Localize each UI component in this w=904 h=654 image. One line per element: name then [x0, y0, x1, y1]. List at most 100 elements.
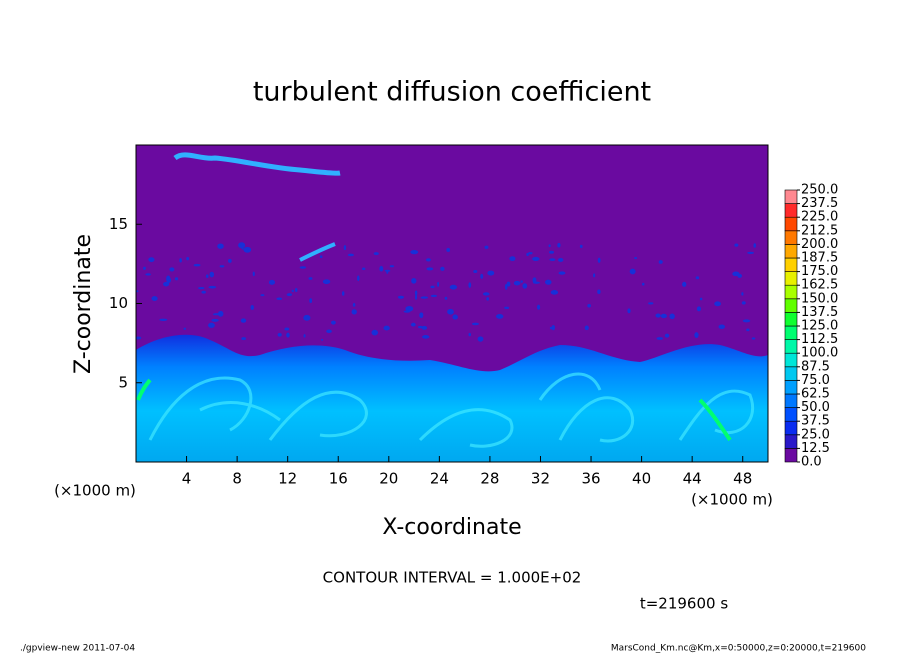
eddy: [656, 337, 664, 340]
eddy: [371, 329, 379, 336]
x-tick-label: 24: [430, 470, 449, 488]
eddy: [695, 276, 700, 280]
colorbar-box: [784, 420, 798, 436]
eddy: [373, 252, 379, 256]
eddy: [468, 282, 472, 288]
eddy: [208, 322, 215, 328]
colorbar-label: 137.5: [801, 305, 838, 320]
eddy: [217, 243, 224, 249]
x-axis-label: X-coordinate: [382, 515, 521, 540]
eddy: [219, 265, 225, 268]
eddy: [549, 250, 554, 254]
colorbar-label: 150.0: [801, 291, 838, 306]
eddy: [197, 286, 205, 290]
eddy: [437, 281, 440, 287]
y-axis-label: Z-coordinate: [71, 234, 96, 374]
eddy: [343, 245, 347, 251]
eddy: [326, 329, 332, 334]
eddy: [163, 281, 170, 287]
eddy: [741, 292, 744, 296]
eddy: [627, 308, 631, 314]
colorbar-label: 212.5: [801, 223, 838, 238]
eddy: [532, 256, 540, 261]
colorbar-label: 25.0: [801, 427, 830, 442]
eddy: [405, 305, 414, 312]
contour-interval: CONTOUR INTERVAL = 1.000E+02: [323, 569, 582, 587]
eddy: [361, 267, 366, 271]
footer-left: ./gpview-new 2011-07-04: [20, 644, 135, 654]
eddy: [446, 247, 451, 252]
time-label: t=219600 s: [640, 595, 728, 613]
eddy: [449, 284, 458, 290]
x-tick-label: 40: [632, 470, 651, 488]
eddy: [718, 324, 726, 330]
eddy: [506, 281, 511, 287]
colorbar-box: [784, 325, 798, 340]
eddy: [174, 277, 179, 281]
colorbar-label: 62.5: [801, 387, 830, 402]
eddy: [732, 271, 740, 277]
small-eddies: [136, 242, 757, 342]
colorbar-box: [784, 312, 798, 327]
eddy: [526, 252, 529, 257]
swirls: [148, 372, 755, 448]
x-tick-label: 8: [232, 470, 242, 488]
eddy: [299, 266, 307, 269]
x-tick-label: 12: [278, 470, 297, 488]
eddy: [648, 302, 654, 305]
eddy: [331, 320, 336, 325]
colorbar-label: 200.0: [801, 237, 838, 252]
eddy: [347, 253, 354, 257]
eddy: [495, 313, 504, 319]
eddy: [440, 266, 445, 271]
eddy: [217, 310, 224, 317]
colorbar-box: [784, 271, 798, 286]
colorbar-label: 250.0: [801, 183, 838, 198]
footer-right: MarsCond_Km.nc@Km,x=0:50000,z=0:20000,t=…: [611, 644, 866, 654]
eddy: [319, 255, 323, 259]
eddy: [250, 304, 254, 310]
eddy: [208, 285, 217, 289]
colorbar-label: 112.5: [801, 332, 838, 347]
eddy: [420, 296, 429, 299]
turbulent-layer: [136, 334, 768, 462]
eddy: [593, 273, 596, 278]
eddy: [477, 336, 484, 342]
eddy: [410, 322, 416, 327]
eddy: [473, 270, 478, 273]
eddy: [277, 332, 282, 337]
eddy: [426, 258, 431, 262]
eddy: [634, 256, 638, 259]
colorbar-box: [784, 366, 798, 381]
y-tick-label: 10: [109, 294, 128, 312]
eddy: [201, 290, 206, 294]
eddy: [751, 337, 756, 340]
colorbar-box: [784, 216, 798, 232]
eddy: [584, 325, 589, 331]
eddy: [468, 332, 472, 337]
x-tick-label: 36: [581, 470, 600, 488]
eddy: [520, 280, 523, 283]
eddy: [753, 243, 757, 248]
colorbar-label: 175.0: [801, 264, 838, 279]
eddy: [357, 275, 360, 282]
colorbar-box: [784, 230, 798, 245]
eddy: [403, 310, 411, 313]
x-tick-label: 44: [683, 470, 702, 488]
eddy: [558, 258, 564, 262]
eddy: [452, 314, 458, 320]
eddy: [414, 294, 418, 300]
x-tick-label: 48: [733, 470, 752, 488]
high-region: [698, 398, 732, 442]
eddy: [379, 265, 384, 272]
colorbar-box: [784, 244, 798, 259]
x-unit-label: (×1000 m): [54, 482, 136, 500]
eddy: [389, 265, 395, 268]
eddy: [550, 290, 559, 295]
eddy: [664, 333, 670, 338]
eddy: [321, 338, 324, 341]
eddy: [658, 260, 663, 264]
eddy: [159, 318, 168, 322]
eddy: [549, 258, 556, 261]
